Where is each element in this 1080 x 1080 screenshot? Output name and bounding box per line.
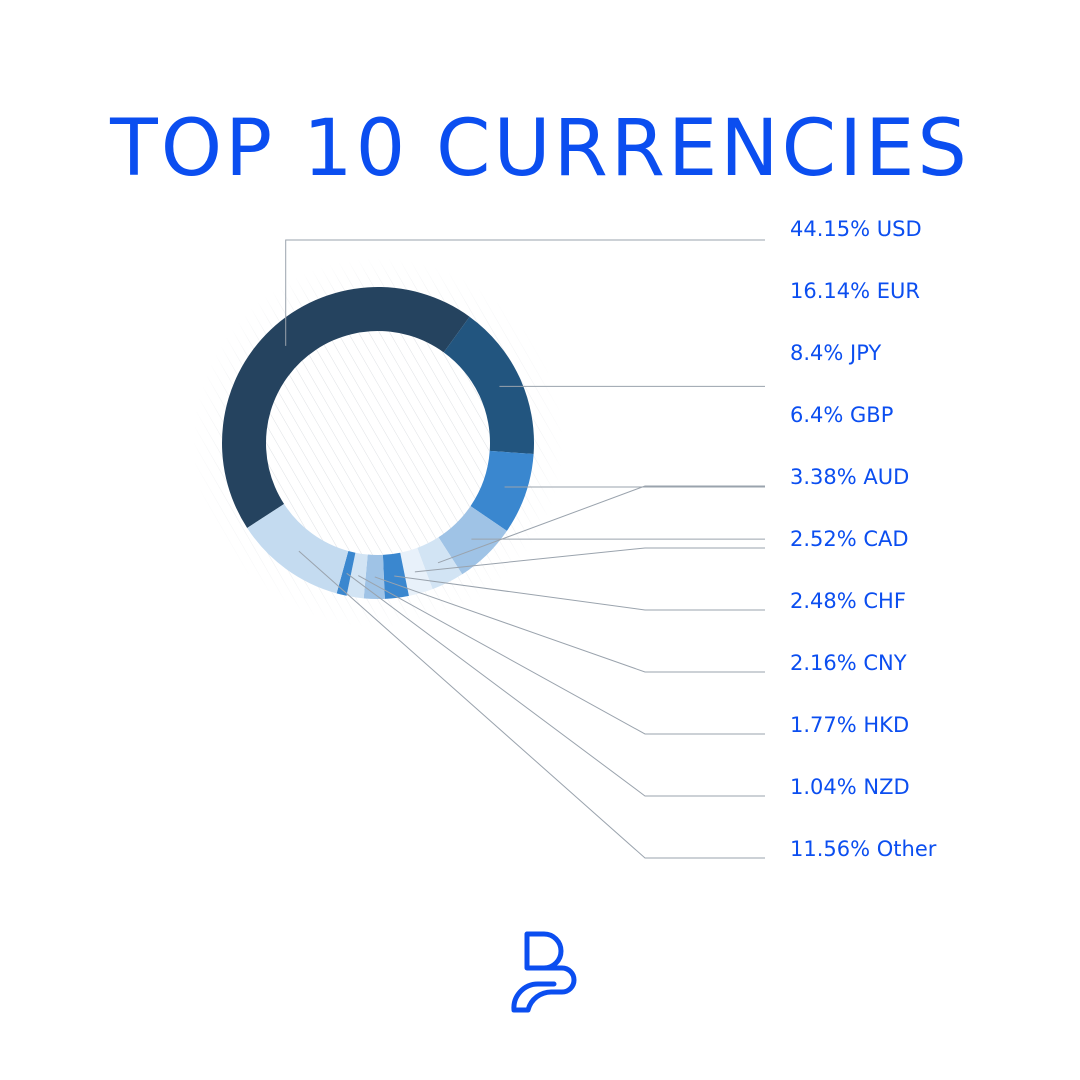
- label-other: 11.56% Other: [790, 837, 937, 861]
- label-eur: 16.14% EUR: [790, 279, 920, 303]
- slice-nzd: [336, 550, 356, 596]
- label-jpy: 8.4% JPY: [790, 341, 881, 365]
- leader-line-chf: [394, 575, 765, 611]
- donut-slices: [221, 287, 534, 600]
- leader-line-cad: [414, 547, 765, 573]
- label-hkd: 1.77% HKD: [790, 713, 909, 737]
- leader-line-aud: [437, 485, 765, 564]
- slice-aud: [417, 537, 463, 590]
- label-chf: 2.48% CHF: [790, 589, 906, 613]
- leader-line-hkd: [358, 575, 765, 735]
- label-usd: 44.15% USD: [790, 217, 922, 241]
- brand-logo-icon: [511, 931, 577, 1013]
- slice-eur: [443, 316, 534, 455]
- label-cad: 2.52% CAD: [790, 527, 909, 551]
- leader-line-other: [298, 550, 765, 859]
- label-aud: 3.38% AUD: [790, 465, 909, 489]
- slice-cny: [363, 554, 385, 600]
- slice-gbp: [438, 506, 507, 575]
- label-cny: 2.16% CNY: [790, 651, 907, 675]
- leader-line-cny: [374, 576, 765, 673]
- leader-line-nzd: [346, 572, 765, 797]
- slice-other: [247, 503, 349, 594]
- leader-line-usd: [285, 239, 765, 346]
- label-gbp: 6.4% GBP: [790, 403, 893, 427]
- slice-hkd: [346, 552, 368, 599]
- label-nzd: 1.04% NZD: [790, 775, 910, 799]
- slice-jpy: [470, 450, 534, 531]
- slice-usd: [221, 287, 470, 528]
- page-title: TOP 10 CURRENCIES: [110, 104, 970, 194]
- slice-labels: 44.15% USD 16.14% EUR 8.4% JPY 6.4% GBP 3.38…: [790, 217, 937, 861]
- leader-lines: [285, 239, 765, 859]
